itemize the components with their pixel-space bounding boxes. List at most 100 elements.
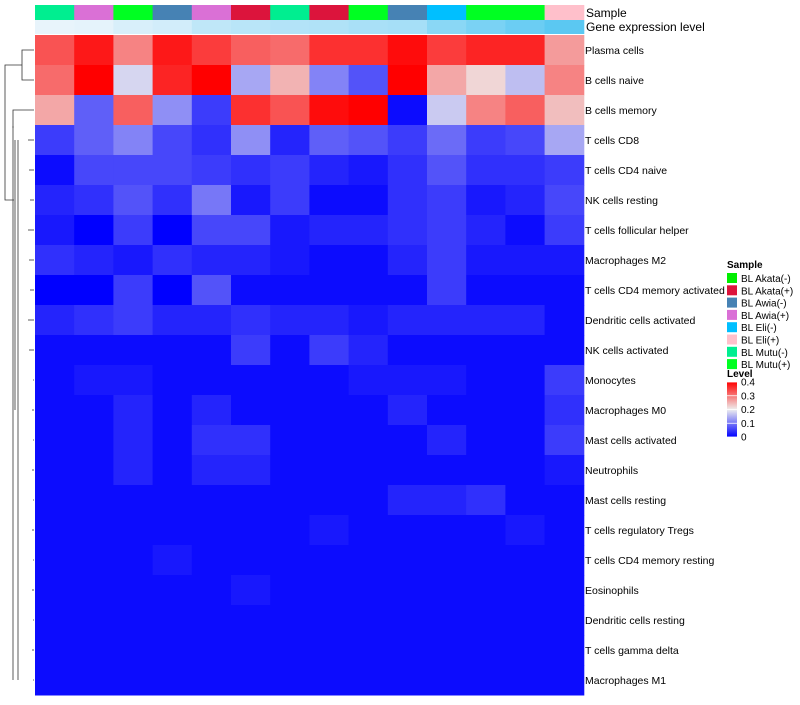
heatmap-cell	[270, 65, 310, 96]
heatmap-cell	[427, 365, 467, 396]
heatmap-cell	[387, 155, 428, 186]
heatmap-cell	[191, 395, 232, 426]
heatmap-cell	[191, 125, 232, 156]
heatmap-cell	[113, 395, 154, 426]
heatmap-cell	[113, 545, 154, 576]
heatmap-cell	[348, 215, 389, 246]
heatmap-cell	[74, 545, 114, 576]
heatmap-cell	[505, 65, 546, 96]
heatmap-cell	[231, 545, 271, 576]
heatmap-cell	[35, 605, 75, 636]
heatmap-cell	[505, 395, 546, 426]
heatmap-cell	[505, 635, 546, 666]
heatmap-cell	[466, 335, 506, 366]
sample-legend-swatch	[727, 297, 737, 308]
row-label: NK cells activated	[585, 345, 669, 357]
heatmap-cell	[505, 305, 546, 336]
sample-annotation-cell	[466, 5, 506, 20]
heatmap-cell	[113, 335, 154, 366]
heatmap-cell	[231, 185, 271, 216]
heatmap-cell	[270, 485, 310, 516]
heatmap-cell	[348, 665, 389, 696]
heatmap-cell	[348, 95, 389, 126]
heatmap-cell	[387, 125, 428, 156]
sample-annotation-cell	[505, 5, 546, 20]
sample-legend-swatch	[727, 322, 737, 333]
row-label: T cells regulatory Tregs	[585, 525, 694, 537]
heatmap-cell	[505, 35, 546, 66]
heatmap-cell	[387, 245, 428, 276]
heatmap-cell	[231, 245, 271, 276]
heatmap-cell	[466, 305, 506, 336]
heatmap-cell	[466, 575, 506, 606]
heatmap-cell	[113, 635, 154, 666]
heatmap-cell	[270, 515, 310, 546]
heatmap-cell	[544, 605, 585, 636]
heatmap-cell	[309, 185, 350, 216]
heatmap-cell	[231, 35, 271, 66]
heatmap-cell	[544, 545, 585, 576]
heatmap-cell	[348, 635, 389, 666]
sample-annotation-cell	[113, 5, 154, 20]
heatmap-cell	[427, 245, 467, 276]
heatmap-cell	[387, 665, 428, 696]
sample-legend-label: BL Awia(-)	[741, 299, 787, 310]
heatmap-cell	[35, 365, 75, 396]
heatmap-cell	[505, 455, 546, 486]
heatmap-cell	[505, 365, 546, 396]
heatmap-cell	[309, 635, 350, 666]
heatmap-cell	[152, 575, 193, 606]
color-legend-tick-label: 0.4	[741, 378, 755, 389]
heatmap-cell	[309, 95, 350, 126]
heatmap-cell	[544, 185, 585, 216]
heatmap-cell	[348, 155, 389, 186]
heatmap-cell	[231, 125, 271, 156]
heatmap-cell	[348, 395, 389, 426]
heatmap-cell	[387, 365, 428, 396]
heatmap-cell	[74, 665, 114, 696]
heatmap-cell	[427, 605, 467, 636]
heatmap-cell	[309, 485, 350, 516]
heatmap-cell	[544, 125, 585, 156]
expression-annotation-cell	[466, 20, 506, 34]
row-label: T cells CD4 naive	[585, 165, 667, 177]
heatmap-cell	[387, 545, 428, 576]
heatmap-cell	[270, 425, 310, 456]
heatmap-cell	[152, 185, 193, 216]
heatmap-cell	[427, 455, 467, 486]
heatmap-cell	[152, 635, 193, 666]
row-label: Eosinophils	[585, 585, 639, 597]
expression-annotation-cell	[152, 20, 193, 34]
heatmap-cell	[152, 95, 193, 126]
expression-annotation-cell	[231, 20, 271, 34]
heatmap-cell	[505, 665, 546, 696]
heatmap-cell	[231, 485, 271, 516]
sample-legend-label: BL Eli(-)	[741, 323, 777, 334]
expression-annotation-title: Gene expression level	[586, 20, 705, 34]
heatmap-cell	[505, 575, 546, 606]
heatmap-cell	[191, 545, 232, 576]
heatmap-cell	[466, 215, 506, 246]
heatmap-cell	[348, 425, 389, 456]
heatmap-cell	[466, 125, 506, 156]
heatmap-cell	[466, 545, 506, 576]
heatmap-cell	[544, 275, 585, 306]
heatmap-cell	[113, 515, 154, 546]
heatmap-cell	[74, 185, 114, 216]
heatmap-cell	[74, 155, 114, 186]
heatmap-cell	[74, 515, 114, 546]
heatmap-cell	[270, 545, 310, 576]
row-label: B cells naive	[585, 75, 644, 87]
heatmap-cell	[309, 245, 350, 276]
dendrogram-branch	[21, 49, 34, 81]
heatmap-cell	[544, 455, 585, 486]
sample-legend-swatch	[727, 285, 737, 296]
heatmap-cell	[505, 485, 546, 516]
heatmap-cell	[74, 245, 114, 276]
heatmap-cell	[74, 95, 114, 126]
heatmap-cell	[270, 575, 310, 606]
heatmap-cell	[231, 65, 271, 96]
color-legend-tick-label: 0.3	[741, 391, 755, 402]
heatmap-cell	[191, 215, 232, 246]
heatmap-cell	[270, 635, 310, 666]
